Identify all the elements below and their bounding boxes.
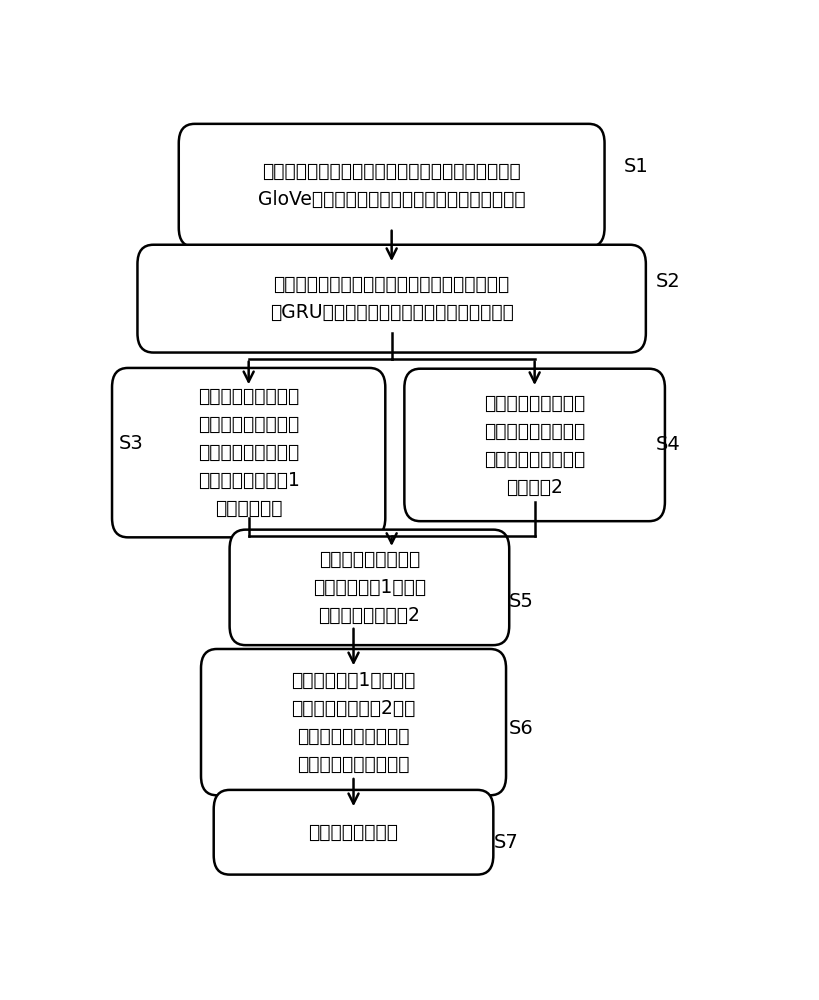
FancyBboxPatch shape	[138, 245, 645, 353]
Text: S3: S3	[118, 434, 143, 453]
FancyBboxPatch shape	[214, 790, 493, 875]
Text: 通过自注意力机制得
到上下文向量1、属性
词向量上下文向量2: 通过自注意力机制得 到上下文向量1、属性 词向量上下文向量2	[313, 550, 425, 625]
Text: 将上下文词嵌入矩阵和属性词词嵌入矩阵分别经
过GRU得到上下文隐藏状态和属性词隐藏状态: 将上下文词嵌入矩阵和属性词词嵌入矩阵分别经 过GRU得到上下文隐藏状态和属性词隐…	[269, 275, 513, 322]
Text: 将上下文向量1、属性词
向量和上下文向量2拼接
之后得到总体向量表示
并使用分类器进行分类: 将上下文向量1、属性词 向量和上下文向量2拼接 之后得到总体向量表示 并使用分类…	[291, 671, 415, 774]
FancyBboxPatch shape	[229, 530, 509, 645]
Text: S2: S2	[654, 272, 679, 291]
Text: S4: S4	[654, 435, 679, 454]
FancyBboxPatch shape	[404, 369, 664, 521]
Text: S7: S7	[493, 833, 518, 852]
FancyBboxPatch shape	[179, 124, 604, 247]
Text: S1: S1	[623, 157, 648, 176]
Text: 反向传播调整参数: 反向传播调整参数	[308, 823, 398, 842]
FancyBboxPatch shape	[201, 649, 505, 795]
Text: S5: S5	[509, 592, 533, 611]
Text: 将上下文隐藏状态和
属性词隐藏状态输入
到门机制之后得到上
下文表示2: 将上下文隐藏状态和 属性词隐藏状态输入 到门机制之后得到上 下文表示2	[483, 393, 585, 496]
FancyBboxPatch shape	[112, 368, 385, 537]
Text: S6: S6	[509, 719, 533, 738]
Text: 获取语料预处理、并将评论分成上下文和属性词利用
GloVe得到上下文词嵌入矩阵和属性词词嵌入矩阵: 获取语料预处理、并将评论分成上下文和属性词利用 GloVe得到上下文词嵌入矩阵和…	[257, 162, 525, 209]
Text: 将上下文隐藏状态和
属性词隐藏状态输入
到层次注意力机制之
后得到上下文表示1
和属性词表示: 将上下文隐藏状态和 属性词隐藏状态输入 到层次注意力机制之 后得到上下文表示1 …	[197, 387, 299, 518]
